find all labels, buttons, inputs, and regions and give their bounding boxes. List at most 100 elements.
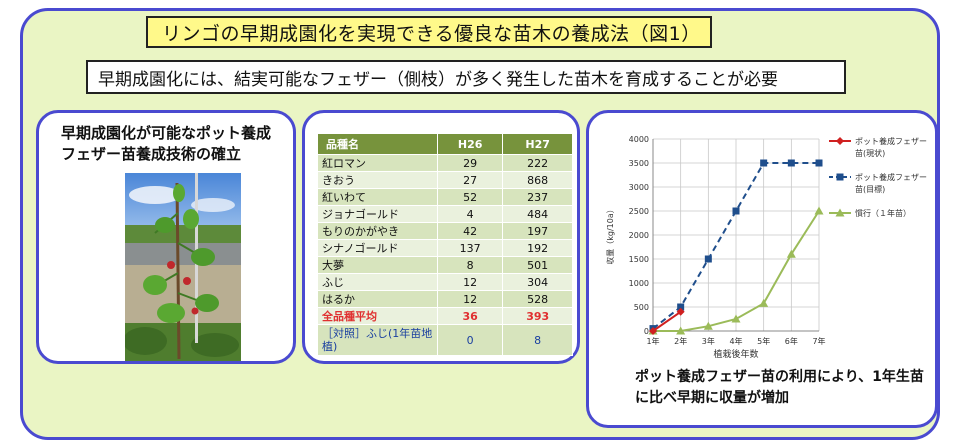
variety-name: ふじ: [317, 273, 438, 291]
table-row: 紅ロマン 29 222: [317, 154, 573, 172]
x-tick-labels: 1年 2年 3年 4年 5年 6年 7年: [646, 336, 825, 346]
y-tick-label: 1500: [629, 255, 649, 264]
page-title: リンゴの早期成園化を実現できる優良な苗木の養成法（図1）: [146, 16, 712, 48]
table-row: ふじ 12 304: [317, 273, 573, 291]
apple-seedling-photo: [125, 173, 241, 361]
value-h26: 27: [436, 171, 504, 189]
x-tick-label: 5年: [757, 336, 770, 346]
data-point: [787, 159, 795, 167]
y-tick-label: 4000: [629, 135, 649, 144]
value-h26: 42: [436, 222, 504, 240]
table-row: シナノゴールド 137 192: [317, 239, 573, 257]
value-h26: 12: [436, 290, 504, 308]
chart-grid: [652, 138, 820, 332]
data-point: [814, 206, 824, 215]
x-axis-label: 植栽後年数: [713, 348, 758, 359]
table-row: 大夢 8 501: [317, 256, 573, 274]
chart-caption: ポット養成フェザー苗の利用により、1年生苗に比べ早期に収量が増加: [635, 369, 924, 406]
average-h26: 36: [436, 307, 504, 325]
legend-label: ポット養成フェザー苗(現状): [855, 136, 927, 158]
table-row-control: ［対照］ふじ(1年苗地植) 0 8: [317, 324, 573, 356]
legend-label: 慣行（１年苗）: [855, 208, 911, 218]
variety-name: 紅ロマン: [317, 154, 438, 172]
table-row: ジョナゴールド 4 484: [317, 205, 573, 223]
x-tick-label: 7年: [812, 336, 825, 346]
table-row: はるか 12 528: [317, 290, 573, 308]
legend-label: ポット養成フェザー苗(目標): [855, 172, 927, 194]
value-h27: 484: [502, 205, 573, 223]
data-point: [649, 327, 657, 335]
data-point: [703, 321, 713, 330]
data-point: [731, 314, 741, 323]
y-tick-label: 1000: [629, 279, 649, 288]
variety-name: 大夢: [317, 256, 438, 274]
page-subtitle: 早期成園化には、結実可能なフェザー（側枝）が多く発生した苗木を育成することが必要: [86, 60, 846, 94]
variety-name: もりのかがやき: [317, 222, 438, 240]
y-tick-label: 2000: [629, 231, 649, 240]
header-h26: H26: [436, 133, 504, 155]
variety-name: ジョナゴールド: [317, 205, 438, 223]
chart-panel: 0 500 1000 1500 2000 2500 3000 3500 4000 1年 2年 3年 4…: [586, 110, 938, 428]
value-h26: 8: [436, 256, 504, 274]
chart-series: [648, 159, 824, 335]
yield-line-chart: 0 500 1000 1500 2000 2500 3000 3500 4000 1年 2年 3年 4…: [605, 135, 927, 359]
data-point: [676, 326, 686, 335]
legend-item: ポット養成フェザー苗(目標): [829, 172, 927, 194]
variety-name: シナノゴールド: [317, 239, 438, 257]
table-row: きおう 27 868: [317, 171, 573, 189]
series-line: [652, 310, 682, 332]
x-tick-label: 4年: [729, 336, 742, 346]
x-tick-label: 6年: [785, 336, 798, 346]
legend-item: 慣行（１年苗）: [829, 208, 911, 218]
table-row: 紅いわて 52 237: [317, 188, 573, 206]
data-point: [836, 137, 844, 145]
control-h27: 8: [502, 324, 573, 356]
y-tick-label: 3000: [629, 183, 649, 192]
variety-name: きおう: [317, 171, 438, 189]
data-point: [676, 307, 685, 316]
x-tick-label: 1年: [646, 336, 659, 346]
left-panel-heading: 早期成園化が可能なポット養成フェザー苗養成技術の確立: [61, 124, 272, 163]
data-point: [836, 173, 844, 181]
header-h27: H27: [502, 133, 573, 155]
y-tick-labels: 0 500 1000 1500 2000 2500 3000 3500 4000: [629, 135, 649, 336]
variety-name: 紅いわて: [317, 188, 438, 206]
variety-name: はるか: [317, 290, 438, 308]
value-h27: 528: [502, 290, 573, 308]
table-row: もりのかがやき 42 197: [317, 222, 573, 240]
value-h26: 137: [436, 239, 504, 257]
data-point: [786, 249, 796, 258]
average-label: 全品種平均: [317, 307, 438, 325]
value-h27: 237: [502, 188, 573, 206]
average-h27: 393: [502, 307, 573, 325]
legend-item: ポット養成フェザー苗(現状): [829, 136, 927, 158]
y-tick-label: 3500: [629, 159, 649, 168]
data-point: [760, 159, 768, 167]
y-tick-label: 2500: [629, 207, 649, 216]
data-point: [704, 255, 712, 263]
data-point: [732, 207, 740, 215]
table-header-row: 品種名 H26 H27: [317, 133, 573, 155]
table-row-average: 全品種平均 36 393: [317, 307, 573, 325]
data-point: [759, 298, 769, 307]
left-panel: 早期成園化が可能なポット養成フェザー苗養成技術の確立: [36, 110, 296, 364]
value-h26: 29: [436, 154, 504, 172]
feather-count-table: 品種名 H26 H27 紅ロマン 29 222 きおう 27 868 紅いわて …: [317, 133, 573, 356]
value-h27: 868: [502, 171, 573, 189]
header-variety: 品種名: [317, 133, 438, 155]
table-panel: 品種名 H26 H27 紅ロマン 29 222 きおう 27 868 紅いわて …: [302, 110, 580, 364]
value-h26: 4: [436, 205, 504, 223]
chart-legend: ポット養成フェザー苗(現状) ポット養成フェザー苗(目標) 慣行（１年苗）: [829, 136, 927, 218]
y-axis-label: 収量（kg/10a）: [605, 205, 615, 265]
x-tick-label: 3年: [702, 336, 715, 346]
series-0: [649, 307, 685, 335]
value-h26: 52: [436, 188, 504, 206]
data-point: [677, 303, 685, 311]
control-h26: 0: [436, 324, 504, 356]
data-point: [815, 159, 823, 167]
value-h27: 197: [502, 222, 573, 240]
y-tick-label: 500: [634, 303, 649, 312]
control-label: ［対照］ふじ(1年苗地植): [317, 324, 438, 356]
value-h27: 192: [502, 239, 573, 257]
value-h27: 222: [502, 154, 573, 172]
